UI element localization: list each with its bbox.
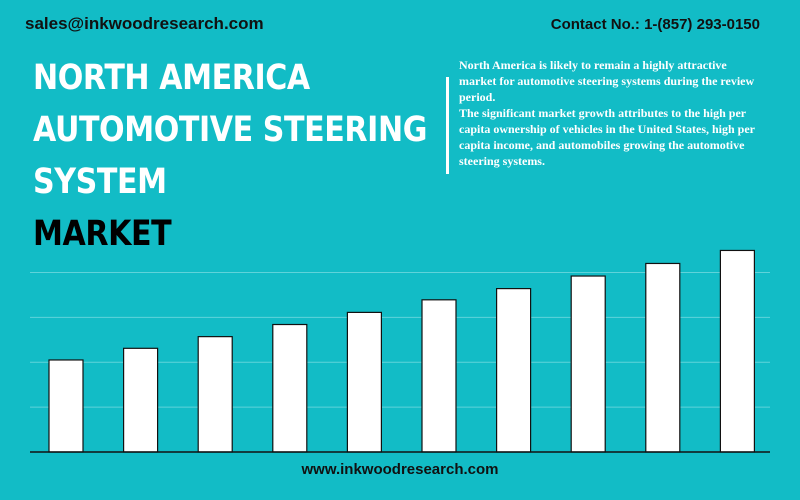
page-title: NORTH AMERICA AUTOMOTIVE STEERING SYSTEM…: [33, 52, 427, 260]
title-line-1: NORTH AMERICA: [33, 58, 310, 98]
bar-2: [122, 347, 159, 453]
bar-4: [272, 323, 308, 453]
contact-number: Contact No.: 1-(857) 293-0150: [550, 16, 760, 33]
website-link[interactable]: www.inkwoodresearch.com: [301, 461, 499, 478]
description: North America is likely to remain a high…: [459, 57, 759, 169]
title-line-2: AUTOMOTIVE STEERING: [33, 110, 427, 150]
description-paragraph-1: North America is likely to remain a high…: [459, 58, 755, 104]
title-line-3: SYSTEM: [33, 162, 167, 202]
bar-9: [645, 262, 681, 453]
bar-6: [421, 299, 457, 453]
bar-10: [719, 249, 756, 453]
description-paragraph-2: The significant market growth attributes…: [459, 106, 755, 168]
bar-3: [197, 336, 233, 453]
description-divider: [446, 77, 449, 174]
bar-1: [48, 359, 84, 453]
bar-8: [570, 275, 606, 453]
email-link[interactable]: sales@inkwoodresearch.com: [25, 14, 264, 33]
bar-chart: [30, 249, 770, 453]
bar-5: [346, 311, 382, 453]
bar-7: [496, 288, 532, 453]
title-line-market: MARKET: [33, 214, 172, 254]
